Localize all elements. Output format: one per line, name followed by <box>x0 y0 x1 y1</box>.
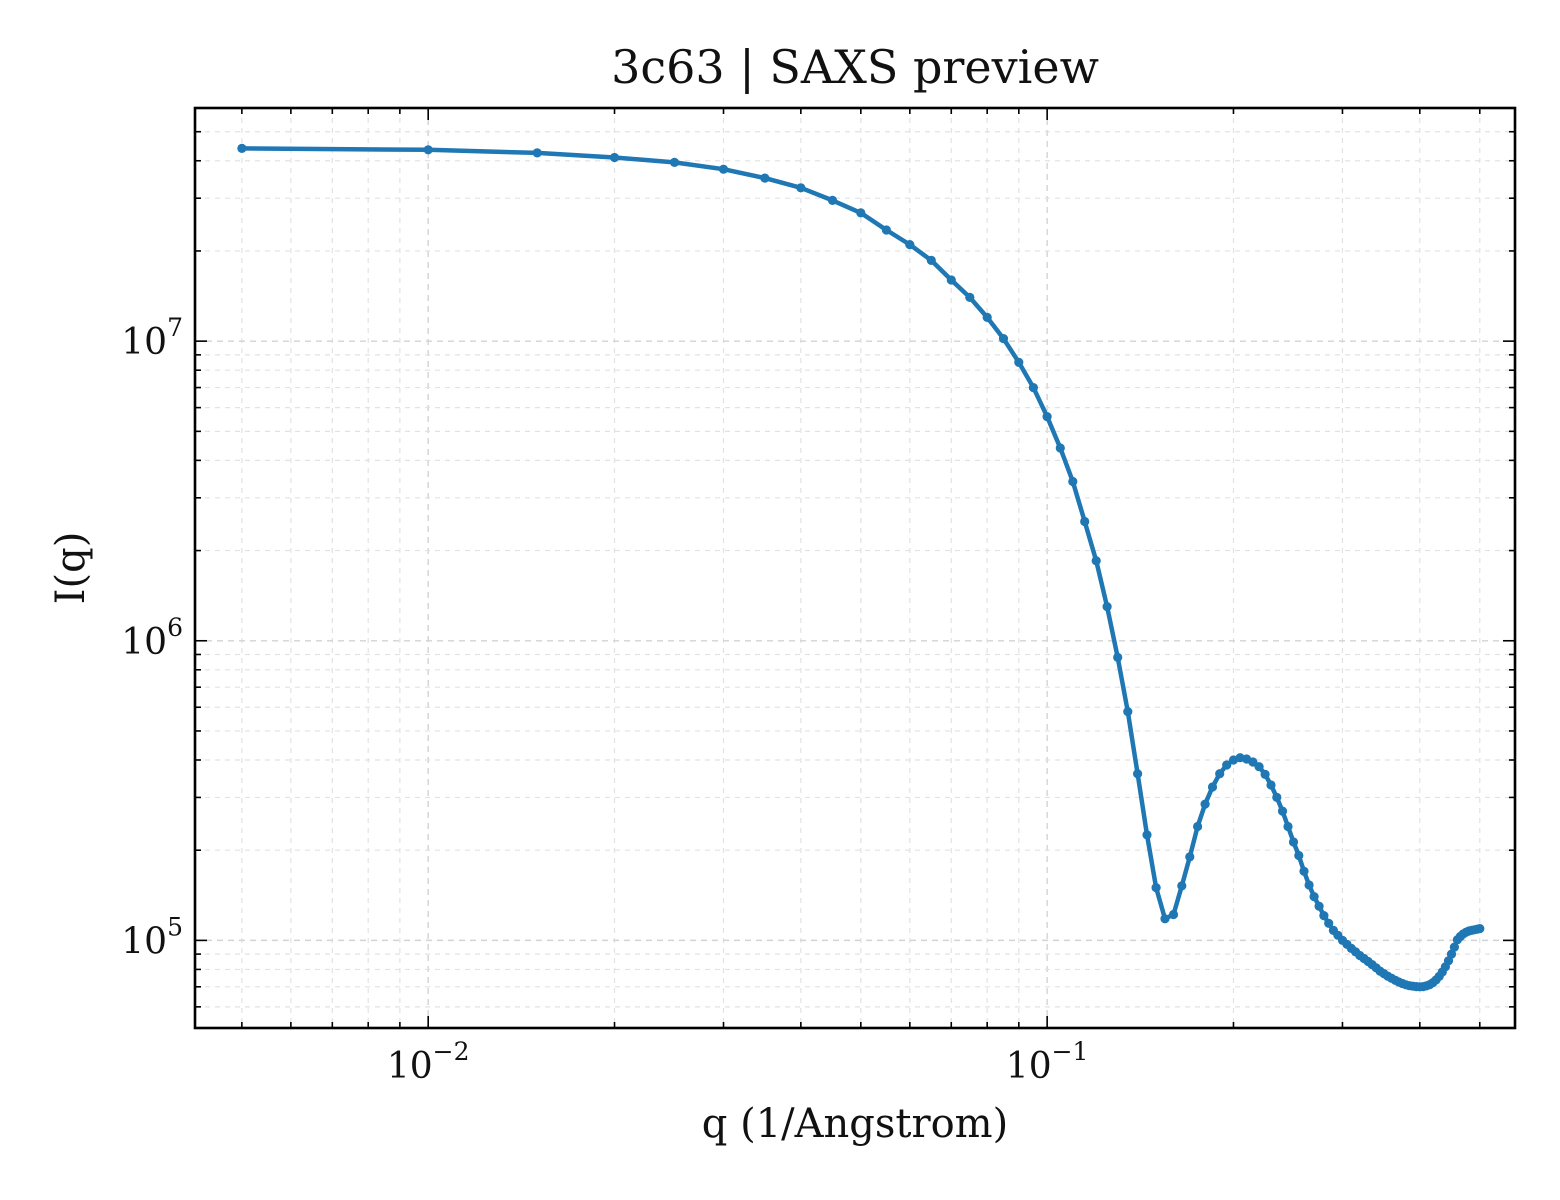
data-point <box>1123 707 1133 717</box>
data-point <box>1168 909 1179 920</box>
data-point <box>905 240 915 250</box>
data-point <box>1288 837 1299 847</box>
data-point <box>1207 782 1218 792</box>
data-point <box>718 164 729 174</box>
data-point <box>1314 901 1324 911</box>
data-point <box>946 275 956 285</box>
data-point <box>1151 883 1161 893</box>
data-point <box>1222 760 1232 770</box>
data-point <box>881 225 892 235</box>
data-point <box>1068 476 1078 487</box>
data-point <box>1113 652 1123 663</box>
data-point <box>1133 769 1143 779</box>
data-point <box>1319 911 1329 921</box>
data-point <box>1277 806 1288 816</box>
data-point <box>1193 821 1203 832</box>
data-point <box>1324 918 1334 928</box>
data-point <box>669 157 680 167</box>
x-tick-label: 10−2 <box>387 1037 470 1087</box>
data-point <box>1260 769 1270 780</box>
data-point <box>1449 942 1459 952</box>
data-point <box>998 334 1009 344</box>
data-point <box>1215 769 1225 779</box>
data-point <box>1266 780 1276 790</box>
data-point <box>1294 850 1304 861</box>
data-point <box>1185 852 1195 862</box>
data-point <box>1102 602 1112 612</box>
data-point <box>760 173 770 183</box>
x-tick-label: 10−1 <box>1006 1037 1089 1087</box>
data-point <box>1028 383 1038 393</box>
data-point <box>1014 357 1024 367</box>
data-point <box>1304 880 1314 890</box>
data-point <box>1091 556 1101 566</box>
data-point <box>1254 762 1264 772</box>
chart-title: 3c63 | SAXS preview <box>611 40 1099 94</box>
data-point <box>609 152 620 163</box>
y-tick-label: 105 <box>121 912 183 962</box>
data-point <box>1042 412 1052 422</box>
data-point <box>1200 799 1210 809</box>
y-axis-label: I(q) <box>48 532 94 605</box>
data-point <box>1142 830 1152 840</box>
data-point <box>1446 949 1457 959</box>
data-point <box>1160 914 1170 924</box>
data-point <box>926 255 936 265</box>
data-point <box>965 292 975 302</box>
plot-frame <box>193 106 1517 1030</box>
data-point <box>1309 892 1319 902</box>
data-point <box>1055 443 1065 453</box>
data-point <box>1283 821 1293 832</box>
data-point <box>237 143 247 153</box>
data-point <box>827 195 838 205</box>
data-point <box>1475 924 1485 934</box>
data-point <box>423 145 433 155</box>
data-point <box>1177 881 1187 891</box>
data-point <box>796 183 806 193</box>
data-point <box>1080 516 1090 527</box>
data-point <box>1272 792 1282 803</box>
data-series <box>237 143 1485 992</box>
axis-ticks: 10−2 10−1 105 106 107 <box>121 107 1515 1087</box>
y-tick-label: 106 <box>121 613 183 663</box>
data-point <box>1299 866 1309 876</box>
x-axis-label: q (1/Angstrom) <box>702 1101 1008 1147</box>
data-point <box>856 208 866 218</box>
data-point <box>982 312 992 322</box>
data-point <box>532 148 542 158</box>
y-tick-label: 107 <box>121 313 183 363</box>
grid-lines <box>195 107 1515 1028</box>
